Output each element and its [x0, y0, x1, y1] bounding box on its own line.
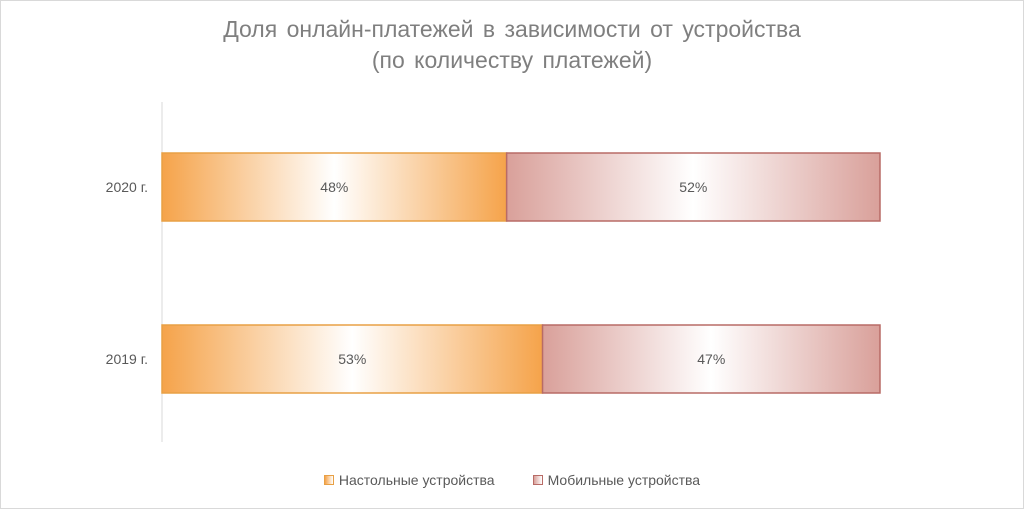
data-label: 47%: [697, 351, 725, 367]
legend: Настольные устройства Мобильные устройст…: [0, 472, 1024, 488]
category-label: 2020 г.: [106, 179, 148, 195]
chart-title-line-1: Доля онлайн-платежей в зависимости от ус…: [223, 16, 801, 42]
category-label: 2019 г.: [106, 351, 148, 367]
chart-title-line-2: (по количеству платежей): [371, 47, 653, 73]
bar-segment-mobile: [505, 152, 881, 222]
bar-segment-desktop: [161, 324, 544, 394]
legend-label-mobile: Мобильные устройства: [547, 472, 701, 488]
data-label: 53%: [338, 351, 366, 367]
chart-title: Доля онлайн-платежей в зависимости от ус…: [0, 14, 1024, 76]
legend-swatch-mobile: [532, 475, 543, 485]
data-label: 48%: [320, 179, 348, 195]
legend-item-desktop: Настольные устройства: [323, 472, 495, 488]
legend-swatch-desktop: [323, 475, 334, 485]
legend-item-mobile: Мобильные устройства: [532, 472, 701, 488]
bar-segment-desktop: [161, 152, 508, 222]
data-label: 52%: [679, 179, 707, 195]
legend-label-desktop: Настольные устройства: [338, 472, 495, 488]
bar-segment-mobile: [541, 324, 881, 394]
